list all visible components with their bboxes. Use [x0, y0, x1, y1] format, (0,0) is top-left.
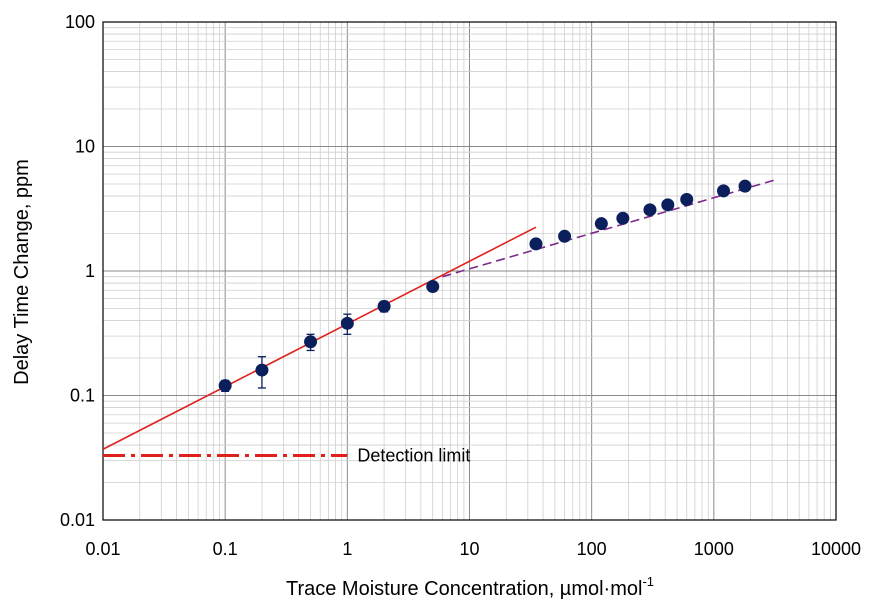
data-point	[529, 237, 543, 251]
solid-fit-line	[102, 226, 537, 450]
x-tick-label: 10	[459, 539, 479, 559]
reference-lines: Detection limit	[103, 445, 470, 465]
x-tick-label: 1	[342, 539, 352, 559]
data-point	[643, 203, 657, 217]
y-tick-labels: 0.01 0.1 1 10 100	[60, 12, 95, 530]
y-axis-title: Delay Time Change, ppm	[11, 159, 33, 385]
data-point	[377, 299, 391, 313]
data-point	[558, 229, 572, 243]
data-points	[218, 179, 752, 393]
x-tick-label: 0.01	[85, 539, 120, 559]
data-point	[340, 316, 354, 330]
data-point	[738, 179, 752, 193]
data-point	[616, 211, 630, 225]
grid	[102, 22, 836, 521]
x-tick-labels: 0.01 0.1 1 10 100 1000 10000	[85, 539, 861, 559]
y-tick-label: 10	[75, 137, 95, 157]
plot-frame	[102, 21, 837, 521]
detection-limit-label: Detection limit	[357, 445, 470, 465]
data-point	[255, 363, 269, 377]
data-point	[304, 335, 318, 349]
x-tick-label: 1000	[694, 539, 734, 559]
dashed-fit-line	[442, 179, 776, 278]
data-point	[717, 184, 731, 198]
data-point	[680, 193, 694, 207]
x-tick-label: 100	[577, 539, 607, 559]
x-tick-label: 0.1	[213, 539, 238, 559]
data-point	[661, 198, 675, 212]
data-point	[594, 217, 608, 231]
x-axis-title: Trace Moisture Concentration, µmol·mol-1	[286, 574, 654, 600]
y-tick-label: 1	[85, 261, 95, 281]
y-tick-label: 0.01	[60, 510, 95, 530]
data-point	[218, 379, 232, 393]
fit-lines	[102, 179, 776, 450]
y-tick-label: 0.1	[70, 386, 95, 406]
y-tick-label: 100	[65, 12, 95, 32]
x-tick-label: 10000	[811, 539, 861, 559]
data-point	[426, 280, 440, 294]
